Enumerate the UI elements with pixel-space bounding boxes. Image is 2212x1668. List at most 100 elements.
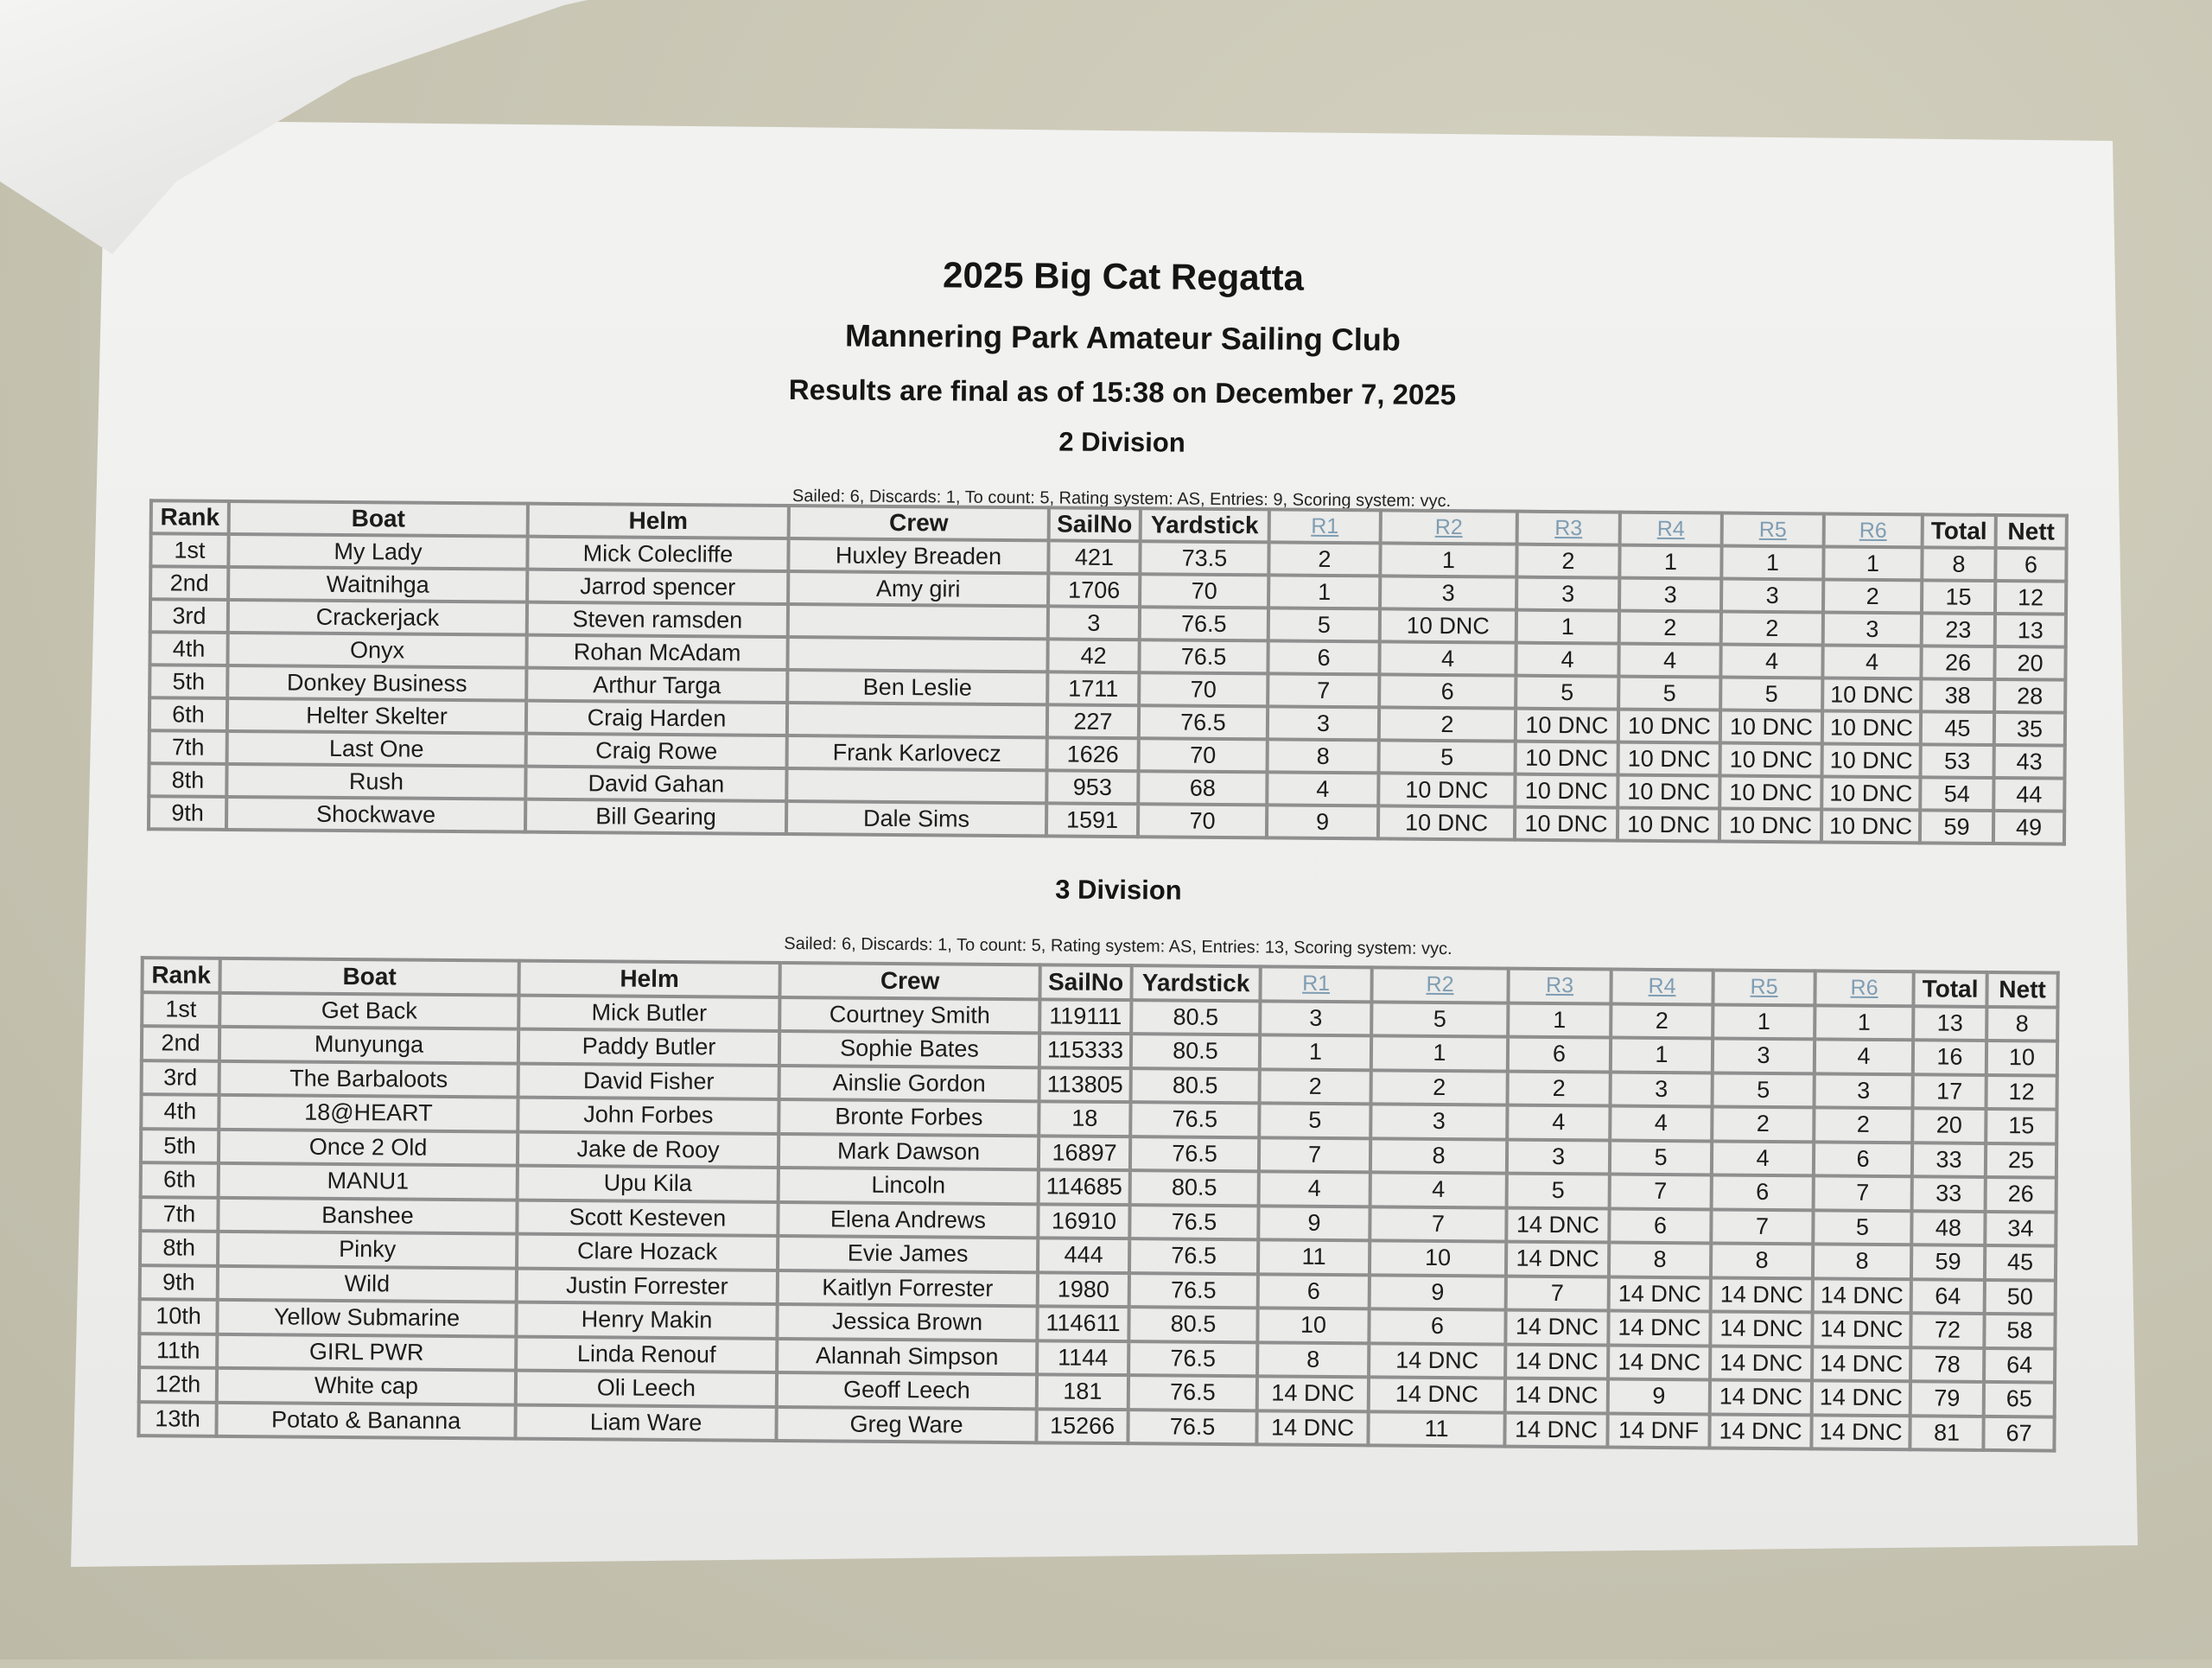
column-header-r5[interactable]: R5 (1721, 512, 1824, 547)
cell-r2: 14 DNC (1369, 1342, 1506, 1378)
cell-total: 81 (1910, 1415, 1984, 1450)
cell-sailno: 444 (1037, 1238, 1130, 1273)
cell-r5: 5 (1720, 677, 1823, 711)
cell-r5: 14 DNC (1710, 1276, 1813, 1313)
cell-r2: 10 DNC (1379, 608, 1517, 643)
cell-crew: Elena Andrews (778, 1201, 1039, 1238)
cell-r6: 1 (1815, 1004, 1914, 1041)
cell-r4: 7 (1609, 1174, 1712, 1209)
column-header-sailno: SailNo (1039, 965, 1132, 1000)
cell-r3: 10 DNC (1514, 806, 1618, 841)
cell-rank: 7th (149, 730, 227, 764)
cell-r1: 9 (1258, 1205, 1370, 1241)
column-header-r6[interactable]: R6 (1823, 513, 1923, 548)
column-header-r1[interactable]: R1 (1268, 509, 1381, 544)
cell-helm: Craig Harden (525, 700, 788, 736)
cell-crew: Amy giri (788, 571, 1049, 607)
column-header-r6[interactable]: R6 (1815, 971, 1914, 1006)
cell-r5: 7 (1711, 1208, 1814, 1245)
cell-rank: 11th (139, 1333, 218, 1368)
cell-crew: Geoff Leech (776, 1372, 1038, 1409)
cell-rank: 3rd (149, 599, 229, 633)
cell-r2: 6 (1379, 674, 1516, 709)
cell-yardstick: 80.5 (1131, 999, 1261, 1035)
cell-total: 78 (1910, 1346, 1985, 1382)
cell-total: 8 (1922, 547, 1996, 581)
cell-r5: 10 DNC (1719, 710, 1823, 744)
cell-r5: 4 (1720, 644, 1823, 678)
cell-boat: 18@HEART (219, 1094, 518, 1132)
cell-r6: 14 DNC (1812, 1277, 1911, 1314)
cell-yardstick: 73.5 (1140, 541, 1269, 576)
cell-r4: 9 (1607, 1378, 1711, 1414)
cell-r3: 4 (1516, 642, 1619, 677)
cell-r2: 1 (1370, 1035, 1509, 1072)
cell-r6: 5 (1813, 1209, 1912, 1245)
cell-rank: 5th (149, 665, 228, 698)
column-header-r2[interactable]: R2 (1380, 510, 1517, 544)
column-header-helm: Helm (527, 503, 789, 539)
column-header-rank: Rank (150, 500, 229, 534)
cell-total: 48 (1911, 1210, 1986, 1245)
cell-r6: 10 DNC (1821, 710, 1922, 745)
cell-helm: Liam Ware (515, 1404, 777, 1441)
column-header-r2[interactable]: R2 (1371, 967, 1509, 1003)
cell-boat: Onyx (227, 632, 527, 668)
column-header-r4[interactable]: R4 (1611, 969, 1713, 1004)
cell-r2: 7 (1370, 1206, 1507, 1242)
cell-crew: Ben Leslie (787, 670, 1048, 705)
cell-r4: 4 (1618, 643, 1721, 678)
cell-sailno: 18 (1039, 1101, 1131, 1136)
cell-total: 23 (1921, 613, 1995, 646)
cell-nett: 45 (1984, 1245, 2056, 1281)
cell-sailno: 421 (1048, 540, 1141, 575)
cell-nett: 10 (1986, 1040, 2058, 1076)
cell-crew: Sophie Bates (779, 1030, 1040, 1067)
cell-r3: 14 DNC (1505, 1241, 1610, 1277)
column-header-r1[interactable]: R1 (1260, 966, 1372, 1002)
cell-r1: 8 (1257, 1341, 1370, 1378)
cell-r4: 14 DNC (1608, 1345, 1711, 1380)
cell-r4: 2 (1618, 610, 1722, 645)
column-header-r3[interactable]: R3 (1508, 968, 1611, 1004)
results-status: Results are final as of 15:38 on Decembe… (788, 373, 1457, 411)
cell-yardstick: 80.5 (1130, 1067, 1260, 1104)
cell-r3: 14 DNC (1504, 1412, 1608, 1448)
cell-r6: 14 DNC (1811, 1380, 1911, 1416)
cell-helm: Bill Gearing (524, 799, 787, 835)
cell-r5: 14 DNC (1709, 1413, 1812, 1449)
cell-r3: 14 DNC (1505, 1309, 1609, 1346)
cell-sailno: 1980 (1037, 1271, 1129, 1308)
cell-crew: Greg Ware (776, 1406, 1037, 1443)
cell-yardstick: 70 (1137, 804, 1268, 838)
cell-sailno: 42 (1047, 639, 1140, 673)
cell-r6: 6 (1813, 1141, 1913, 1177)
cell-crew (786, 703, 1048, 738)
cell-r1: 6 (1268, 640, 1380, 675)
cell-rank: 8th (140, 1231, 219, 1266)
cell-sailno: 3 (1047, 606, 1141, 640)
cell-nett: 12 (1994, 580, 2067, 614)
cell-r4: 10 DNC (1617, 807, 1720, 842)
cell-rank: 7th (140, 1196, 219, 1232)
cell-r6: 14 DNC (1811, 1414, 1910, 1450)
cell-r4: 3 (1610, 1072, 1713, 1107)
cell-r2: 5 (1371, 1001, 1509, 1037)
cell-r2: 5 (1378, 740, 1516, 774)
cell-rank: 12th (138, 1367, 218, 1403)
cell-crew (787, 637, 1048, 672)
cell-r6: 3 (1814, 1073, 1913, 1109)
cell-r5: 14 DNC (1710, 1311, 1813, 1346)
results-table-2-division: Rank Boat Helm Crew SailNo Yardstick R1 R2 R3 R4 R… (146, 499, 2069, 846)
column-header-r3[interactable]: R3 (1516, 511, 1620, 545)
cell-r2: 2 (1370, 1069, 1508, 1105)
column-header-r4[interactable]: R4 (1619, 512, 1722, 546)
column-header-rank: Rank (142, 958, 220, 993)
cell-crew: Mark Dawson (778, 1133, 1039, 1170)
cell-r5: 1 (1721, 545, 1824, 580)
column-header-r5[interactable]: R5 (1713, 970, 1815, 1005)
cell-boat: Yellow Submarine (217, 1299, 517, 1337)
column-header-nett: Nett (1986, 971, 2058, 1008)
cell-r6: 7 (1813, 1175, 1912, 1211)
